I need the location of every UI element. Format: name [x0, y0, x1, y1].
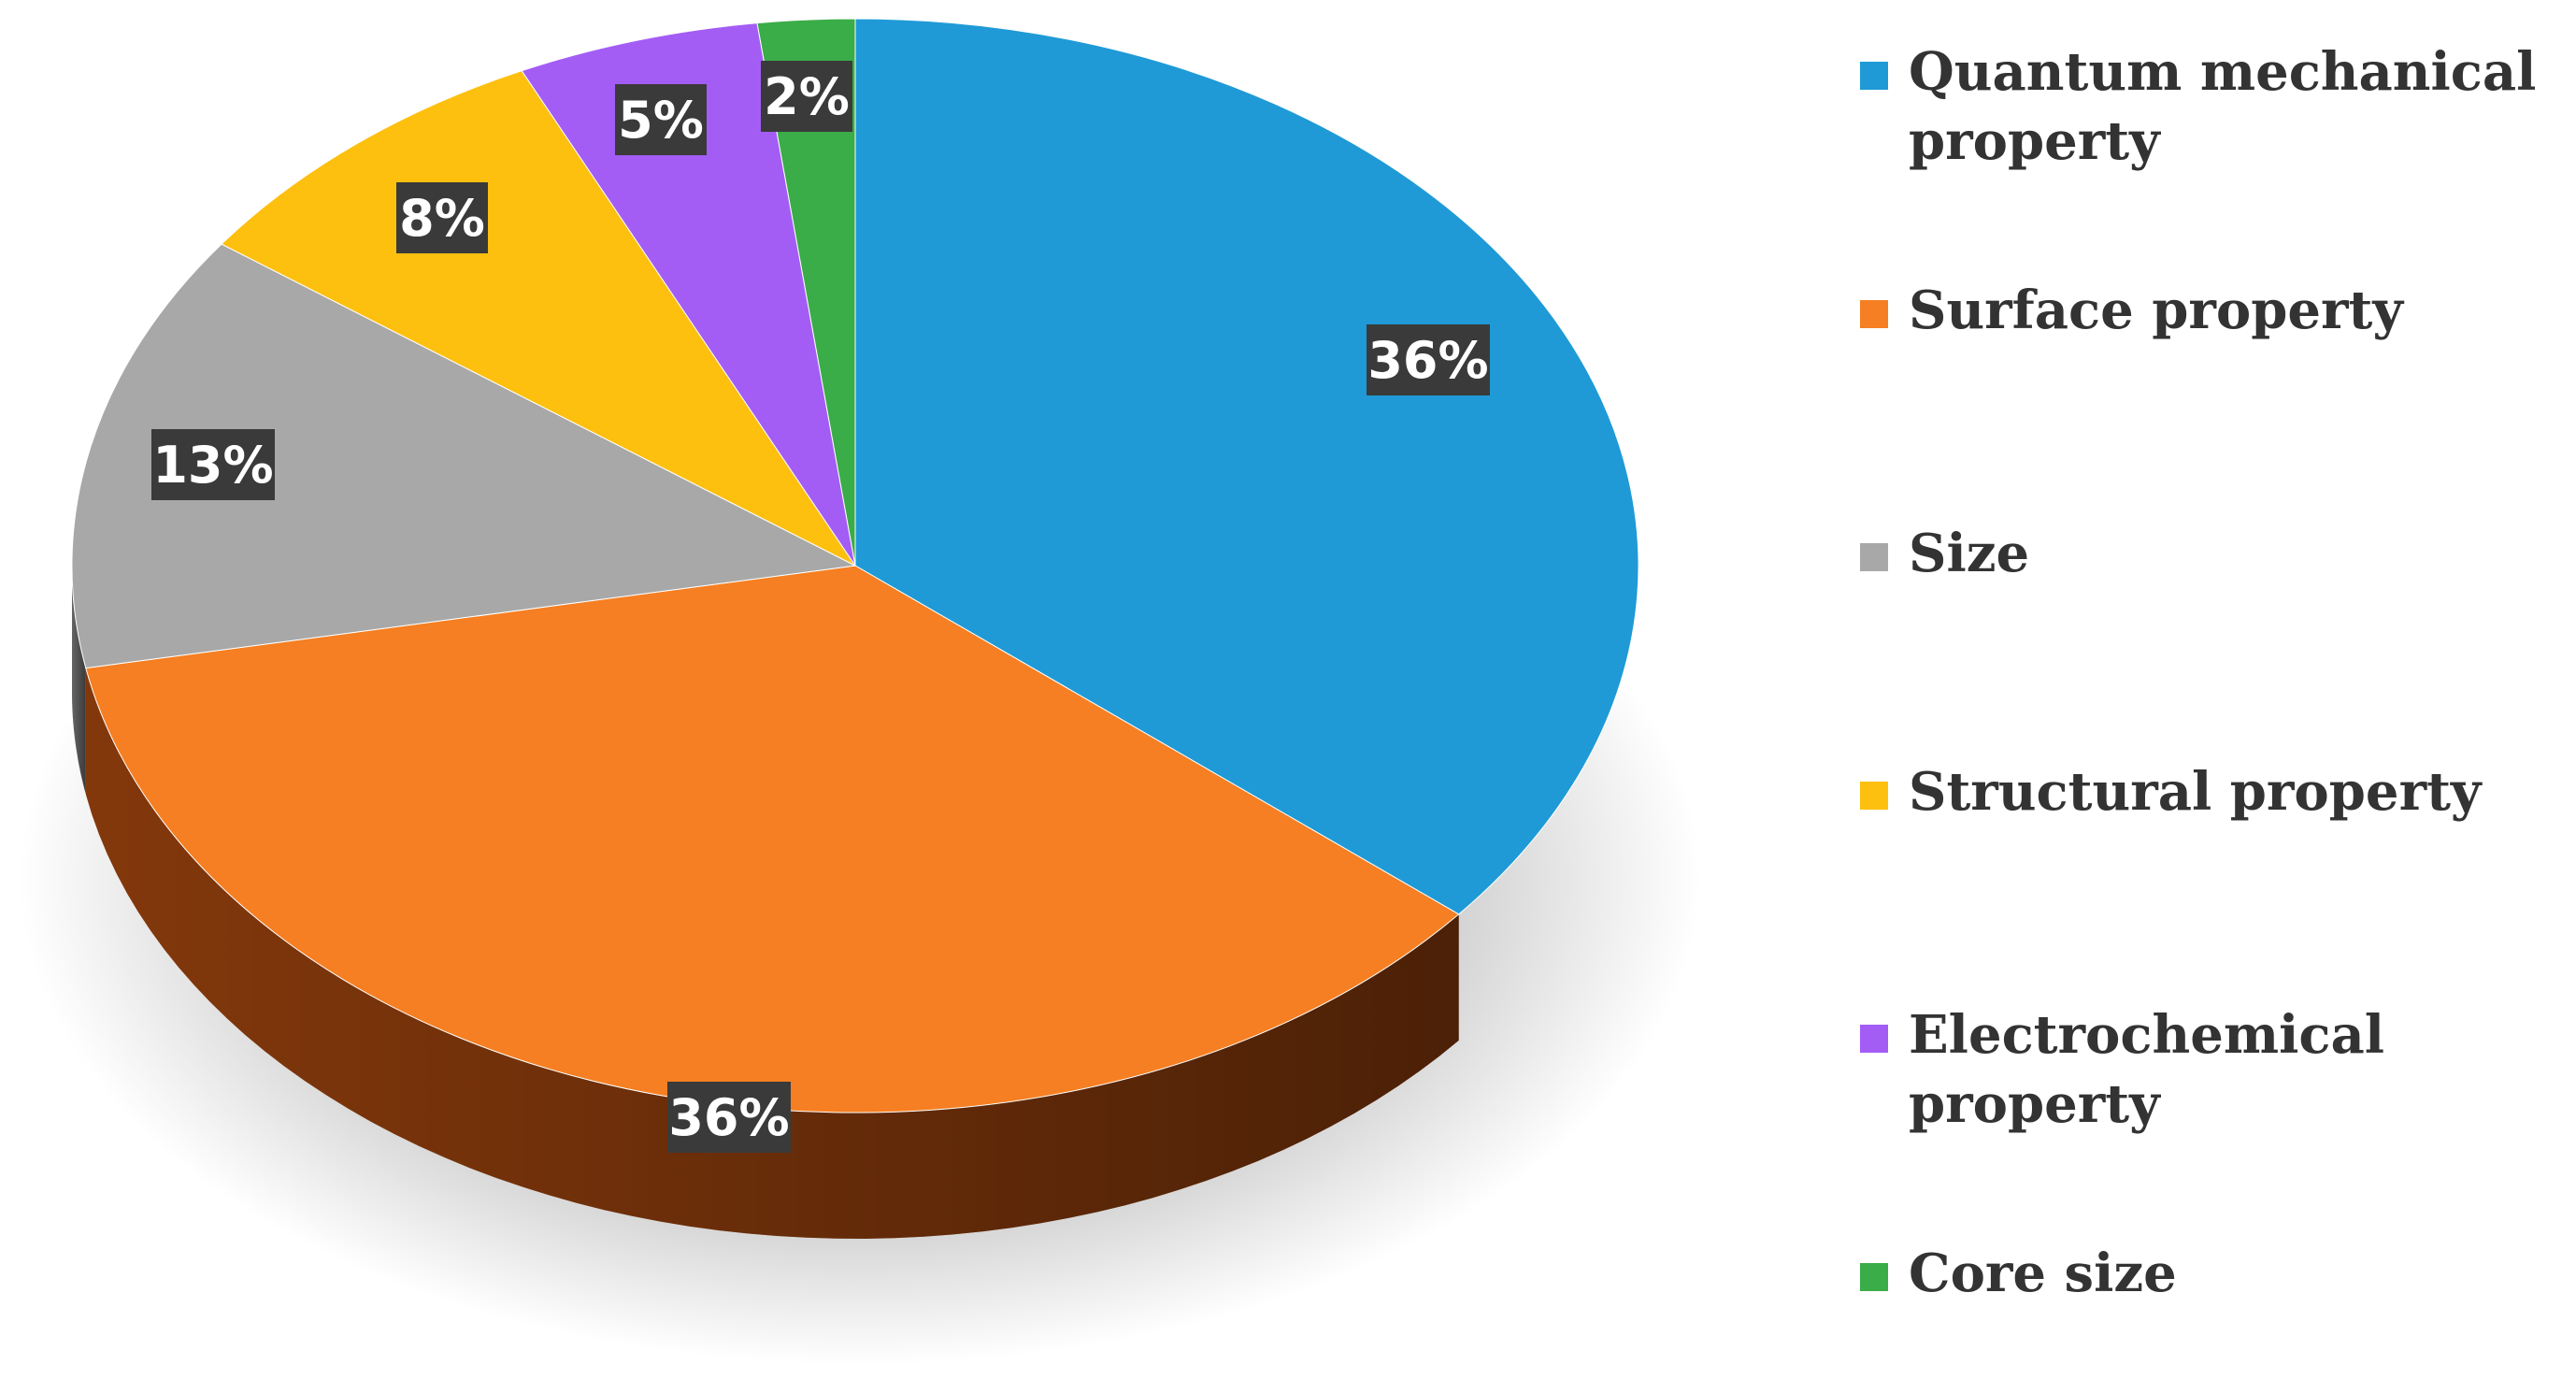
data-label-box-5 [761, 61, 852, 132]
data-label-box-0 [1367, 324, 1490, 395]
legend-label-4: Electrochemical property [1909, 1004, 2385, 1135]
data-label-box-1 [667, 1082, 791, 1153]
legend-swatch-4 [1860, 1025, 1888, 1053]
data-label-5: 2% [761, 61, 852, 132]
pie-slice-2 [71, 243, 857, 669]
data-label-box-3 [396, 182, 488, 253]
pie-slice-4 [521, 22, 856, 567]
data-label-text-1: 36% [668, 1088, 789, 1147]
data-label-2: 13% [151, 429, 275, 500]
data-label-text-2: 13% [152, 436, 273, 495]
pie-slice-5 [756, 18, 856, 567]
pie-label-layer: 36% 36% 13% 8% 5% 2% [151, 61, 1490, 1153]
pie-side-layer [72, 566, 1459, 1239]
data-label-1: 36% [667, 1082, 791, 1153]
pie-slice-3 [221, 70, 857, 567]
data-label-box-2 [151, 429, 275, 500]
pie-side-shade-2 [72, 566, 86, 795]
pie-top-layer [71, 18, 1639, 1113]
legend-label-3: Structural property [1909, 761, 2482, 823]
legend-swatch-5 [1860, 1263, 1888, 1291]
data-label-4: 5% [615, 84, 707, 155]
pie-slice-0 [854, 18, 1639, 915]
legend-label-2: Size [1909, 523, 2030, 584]
data-label-0: 36% [1367, 324, 1490, 395]
data-label-text-0: 36% [1367, 331, 1488, 390]
legend-label-0: Quantum mechanical property [1909, 41, 2537, 172]
data-label-text-3: 8% [399, 189, 485, 248]
data-label-text-4: 5% [618, 91, 704, 150]
data-label-text-5: 2% [764, 67, 850, 126]
legend-swatch-0 [1860, 62, 1888, 90]
legend-swatch-3 [1860, 782, 1888, 810]
legend-label-1: Surface property [1909, 280, 2403, 341]
data-label-box-4 [615, 84, 707, 155]
legend-swatch-1 [1860, 300, 1888, 328]
legend-swatch-2 [1860, 543, 1888, 571]
legend-label-5: Core size [1909, 1243, 2177, 1304]
data-label-3: 8% [396, 182, 488, 253]
pie-slice-1 [85, 565, 1460, 1113]
pie-side-shade-1 [85, 668, 1459, 1239]
